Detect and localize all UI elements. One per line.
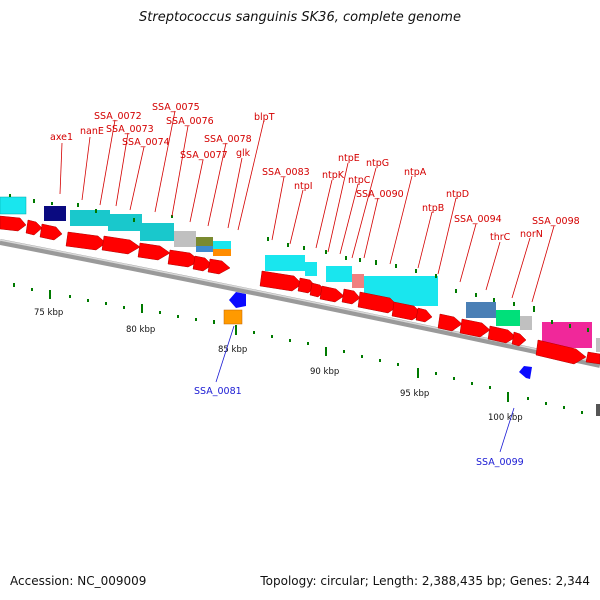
gene-label: SSA_0078 (204, 134, 252, 145)
gene-label: SSA_0098 (532, 216, 580, 227)
gene-label: ntpI (294, 181, 313, 192)
gene-label: ntpK (322, 170, 345, 181)
cds-arrow (259, 270, 303, 292)
cog-track-upper (0, 196, 231, 256)
scale-labels: 75 kbp 80 kbp 85 kbp 90 kbp 95 kbp 100 k… (34, 308, 523, 423)
label-leaders-lower (215, 325, 515, 453)
cds-arrow (207, 258, 231, 275)
cog-box (596, 338, 600, 352)
cog-box (0, 196, 27, 215)
scale-ticks (13, 283, 583, 414)
gene-label: axe1 (50, 132, 73, 143)
scale-label: 100 kbp (488, 413, 523, 423)
gene-label: thrC (490, 232, 511, 243)
gene-label: glk (236, 148, 251, 159)
cog-box (108, 214, 142, 231)
gene-label: SSA_0075 (152, 102, 200, 113)
topology-text: Topology: circular; Length: 2,388,435 bp… (260, 574, 590, 588)
cds-arrow (535, 339, 587, 365)
cog-box (520, 316, 532, 330)
gene-label: norN (520, 229, 543, 240)
cds-arrow (192, 255, 213, 272)
cds-track-upper-mid (259, 270, 600, 365)
cog-box (44, 206, 66, 221)
gene-label: SSA_0094 (454, 214, 502, 225)
cds-arrow-reverse (229, 292, 246, 308)
cds-arrow (511, 331, 527, 347)
gene-labels-top: axe1 nanE SSA_0072 SSA_0073 SSA_0074 SSA… (50, 102, 580, 243)
cds-arrow (25, 219, 43, 236)
cds-arrow (101, 235, 141, 255)
cog-box (596, 404, 600, 416)
cds-arrow (0, 215, 27, 232)
cds-arrow (39, 223, 63, 241)
cds-arrow (341, 288, 361, 305)
gene-label: nanE (80, 126, 104, 137)
cog-box (140, 223, 174, 241)
cog-box (305, 262, 317, 276)
cog-box (70, 210, 110, 226)
gene-labels-bottom: SSA_0081 SSA_0099 (194, 386, 524, 468)
cds-arrow (415, 307, 433, 323)
cog-box (223, 309, 243, 325)
cog-box (174, 231, 196, 247)
gene-label: SSA_0073 (106, 124, 154, 135)
cog-box (352, 274, 364, 288)
cog-box (326, 266, 352, 282)
cds-arrow (319, 285, 345, 303)
cds-track-upper-left (0, 215, 231, 275)
cog-box (496, 310, 520, 326)
gene-label: blpT (254, 112, 275, 123)
cds-arrow-reverse (519, 366, 532, 379)
scale-label: 80 kbp (126, 325, 155, 335)
gene-label: SSA_0072 (94, 111, 142, 122)
scale-label: 95 kbp (400, 389, 429, 399)
gene-label: SSA_0074 (122, 137, 170, 148)
gene-label: SSA_0083 (262, 167, 310, 178)
gene-label: ntpD (446, 189, 469, 200)
cds-arrow (487, 325, 517, 344)
cds-arrow (137, 242, 171, 261)
genome-backbone (0, 239, 600, 368)
gene-label: ntpA (404, 167, 427, 178)
accession-text: Accession: NC_009009 (10, 574, 147, 588)
gene-label: ntpB (422, 203, 444, 214)
cds-arrow (437, 313, 463, 332)
gene-label: SSA_0081 (194, 386, 242, 397)
label-leaders (59, 110, 555, 303)
cog-box (213, 241, 231, 249)
gene-label: SSA_0090 (356, 189, 404, 200)
cds-arrow (459, 318, 491, 338)
scale-label: 85 kbp (218, 345, 247, 355)
scale-label: 90 kbp (310, 367, 339, 377)
cog-box (196, 246, 213, 252)
cds-track-lower (223, 292, 600, 416)
tick-track-upper (9, 194, 589, 332)
gene-label: ntpE (338, 153, 360, 164)
gene-label: SSA_0077 (180, 150, 228, 161)
cds-arrow (65, 231, 107, 251)
gene-label: SSA_0099 (476, 457, 524, 468)
gene-label: SSA_0076 (166, 116, 214, 127)
cds-arrow (585, 351, 600, 365)
gene-label: ntpG (366, 158, 389, 169)
map-title: Streptococcus sanguinis SK36, complete g… (139, 10, 461, 25)
cog-box (265, 255, 305, 271)
cog-box (213, 249, 231, 256)
gene-label: ntpC (348, 175, 371, 186)
cog-box (466, 302, 496, 318)
scale-label: 75 kbp (34, 308, 63, 318)
cog-box (196, 237, 213, 246)
